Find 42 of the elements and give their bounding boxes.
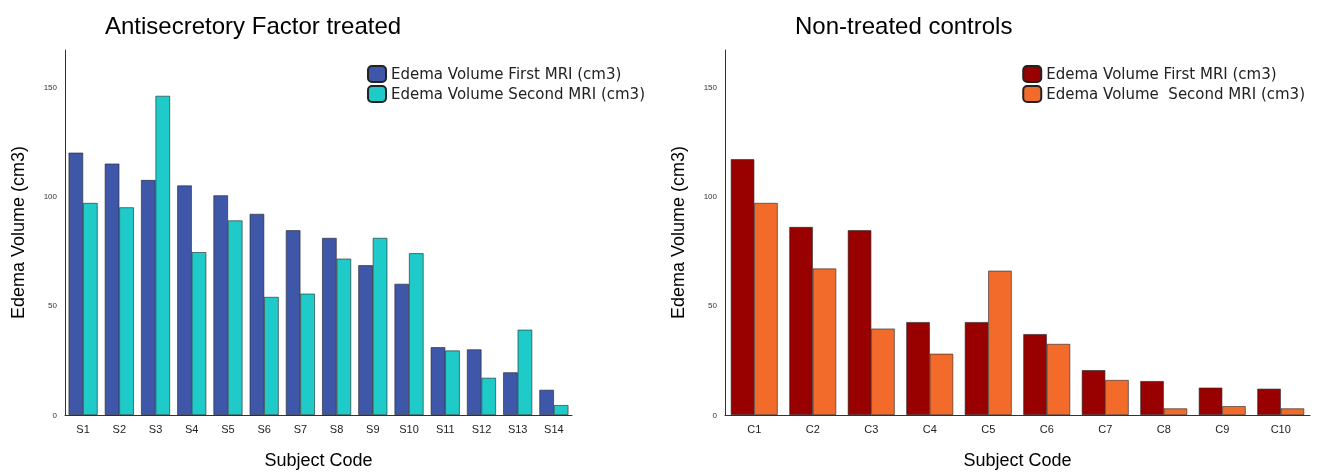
y-tick-label: 100 <box>43 191 58 201</box>
x-tick-label: S14 <box>544 422 564 435</box>
y-axis-title: Edema Volume (cm3) <box>668 145 688 320</box>
x-tick-label: C3 <box>864 422 879 435</box>
x-tick-label: S7 <box>293 422 308 435</box>
x-tick-label: C5 <box>981 422 996 435</box>
y-tick-label: 150 <box>43 82 58 92</box>
x-axis-title: Subject Code <box>963 450 1072 470</box>
x-tick-label: S11 <box>435 422 455 435</box>
x-tick-label: S10 <box>399 422 419 435</box>
x-tick-label: S5 <box>221 422 235 435</box>
x-tick-label: S3 <box>148 422 163 435</box>
x-tick-label: S12 <box>471 422 492 435</box>
y-tick-label: 0 <box>712 410 718 420</box>
x-tick-label: C9 <box>1215 422 1230 435</box>
x-tick-label: C6 <box>1039 422 1054 435</box>
x-tick-label: C7 <box>1098 422 1113 435</box>
x-tick-label: S2 <box>112 422 127 435</box>
y-tick-label: 50 <box>708 301 718 311</box>
chart-title: Antisecretory Factor treated <box>105 11 402 39</box>
x-tick-label: S6 <box>257 422 271 435</box>
legend-label: Edema Volume First MRI (cm3) <box>391 65 622 83</box>
x-tick-label: C2 <box>805 422 820 435</box>
chart-title: Non-treated controls <box>795 11 1013 39</box>
x-tick-label: C1 <box>747 422 762 435</box>
y-tick-label: 50 <box>48 301 58 311</box>
y-axis-title: Edema Volume (cm3) <box>8 145 28 320</box>
x-tick-label: C10 <box>1270 422 1291 435</box>
y-tick-label: 0 <box>52 410 58 420</box>
y-tick-label: 150 <box>703 82 718 92</box>
x-tick-label: S9 <box>366 422 380 435</box>
legend-label: Edema Volume Second MRI (cm3) <box>1046 85 1306 103</box>
x-axis-title: Subject Code <box>264 450 373 470</box>
x-tick-label: C8 <box>1156 422 1171 435</box>
x-tick-label: S8 <box>329 422 344 435</box>
legend-label: Edema Volume First MRI (cm3) <box>1046 65 1277 83</box>
x-tick-label: C4 <box>922 422 937 435</box>
y-tick-label: 100 <box>703 191 718 201</box>
x-tick-label: S4 <box>185 422 199 435</box>
x-tick-label: S1 <box>76 422 90 435</box>
legend-label: Edema Volume Second MRI (cm3) <box>391 85 646 103</box>
x-tick-label: S13 <box>507 422 528 435</box>
